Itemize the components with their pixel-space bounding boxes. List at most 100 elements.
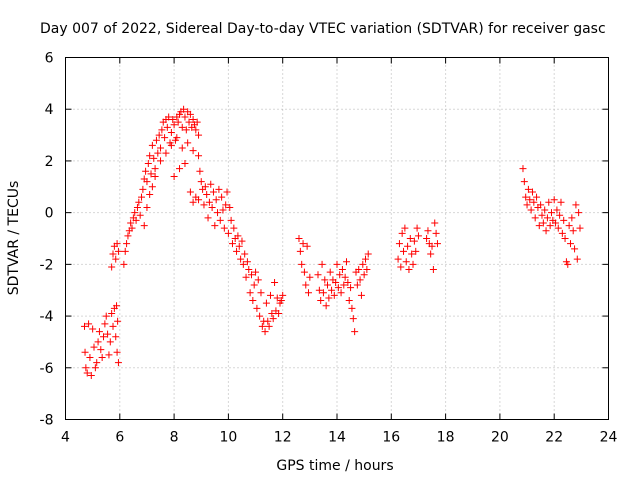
x-tick-label: 16 <box>382 430 400 446</box>
data-point <box>337 289 345 297</box>
data-point <box>178 144 186 152</box>
data-point <box>161 134 169 142</box>
data-point <box>195 131 203 139</box>
data-point <box>569 227 577 235</box>
data-point <box>266 291 274 299</box>
data-point <box>519 165 527 173</box>
data-point <box>252 268 260 276</box>
data-point <box>317 297 325 305</box>
data-point <box>209 188 217 196</box>
data-point <box>306 273 314 281</box>
data-point <box>226 203 234 211</box>
data-point <box>356 276 364 284</box>
data-point <box>136 211 144 219</box>
data-point <box>167 128 175 136</box>
data-point <box>424 227 432 235</box>
data-point <box>359 260 367 268</box>
data-point <box>326 268 334 276</box>
data-point <box>538 211 546 219</box>
data-point <box>554 224 562 232</box>
plot-area-border <box>65 57 609 420</box>
data-point <box>429 266 437 274</box>
data-point <box>108 263 116 271</box>
data-point <box>319 289 327 297</box>
data-point <box>550 196 558 204</box>
data-point <box>344 278 352 286</box>
data-point <box>560 216 568 224</box>
data-point <box>148 183 156 191</box>
data-point <box>264 317 272 325</box>
data-point <box>526 196 534 204</box>
data-point <box>241 250 249 258</box>
data-point <box>256 312 264 320</box>
data-point <box>542 227 550 235</box>
data-point <box>192 126 200 134</box>
data-point <box>170 121 178 129</box>
data-point <box>545 198 553 206</box>
data-point <box>395 240 403 248</box>
data-point <box>321 276 329 284</box>
data-point <box>132 216 140 224</box>
data-point <box>404 242 412 250</box>
data-point <box>157 144 165 152</box>
data-point <box>253 304 261 312</box>
data-point <box>216 216 224 224</box>
x-tick-label: 18 <box>437 430 455 446</box>
data-point <box>169 116 177 124</box>
data-point <box>182 126 190 134</box>
data-point <box>524 185 532 193</box>
data-point <box>124 232 132 240</box>
data-point <box>223 188 231 196</box>
data-point <box>158 126 166 134</box>
y-tick-label: 4 <box>45 102 54 118</box>
data-point <box>295 235 303 242</box>
data-point <box>427 250 435 258</box>
x-tick-label: 20 <box>491 430 509 446</box>
data-point <box>148 141 156 149</box>
data-point <box>173 134 181 142</box>
data-point <box>123 240 131 248</box>
data-point <box>250 281 258 289</box>
data-point <box>165 113 173 121</box>
data-point <box>109 250 117 258</box>
chart-title: Day 007 of 2022, Sidereal Day-to-day VTE… <box>40 21 606 37</box>
data-point <box>362 255 370 263</box>
data-point <box>207 180 215 188</box>
data-point <box>271 278 279 286</box>
data-point <box>565 222 573 230</box>
y-tick-label: 2 <box>45 154 54 170</box>
data-point <box>127 219 135 227</box>
data-point <box>572 201 580 209</box>
data-point <box>220 224 228 232</box>
data-point <box>279 291 287 299</box>
data-point <box>247 271 255 279</box>
data-point <box>245 266 253 274</box>
data-point <box>394 255 402 263</box>
data-point <box>112 255 120 263</box>
data-point <box>135 198 143 206</box>
data-point <box>257 289 265 297</box>
data-point <box>162 149 170 157</box>
data-point <box>151 172 159 180</box>
data-point <box>215 185 223 193</box>
data-point <box>196 167 204 175</box>
data-point <box>114 359 122 367</box>
data-point <box>144 160 152 168</box>
data-point <box>302 281 310 289</box>
data-point <box>214 209 222 217</box>
data-point <box>328 286 336 294</box>
x-tick-label: 24 <box>600 430 618 446</box>
data-point <box>557 198 565 206</box>
data-point <box>100 333 108 341</box>
grid <box>65 57 609 420</box>
data-point <box>128 224 136 232</box>
data-point <box>325 294 333 302</box>
data-point <box>363 266 371 274</box>
y-tick-label: 6 <box>45 51 54 67</box>
data-point <box>228 240 236 248</box>
data-point <box>189 198 197 206</box>
data-point <box>332 278 340 286</box>
data-point <box>185 118 193 126</box>
data-point <box>423 235 431 242</box>
data-point <box>102 312 110 320</box>
